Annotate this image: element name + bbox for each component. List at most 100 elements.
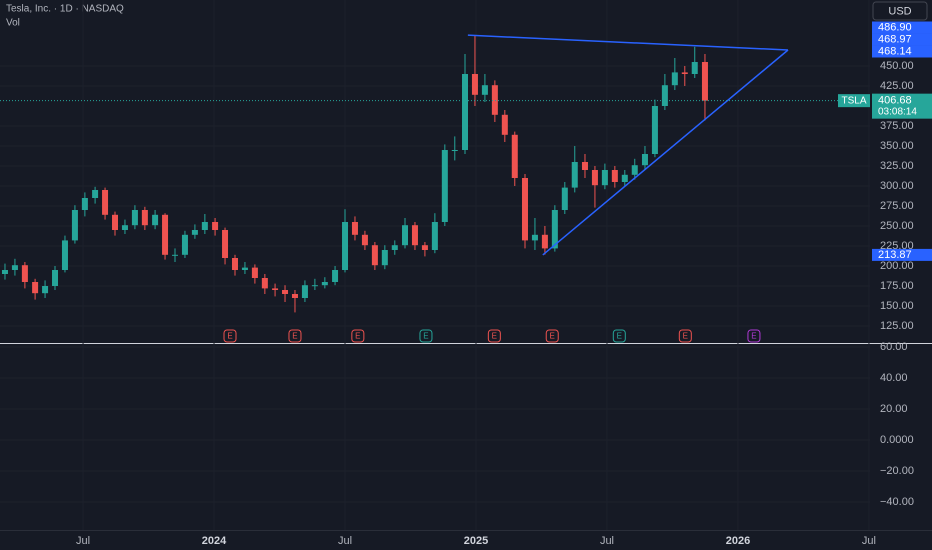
candle-body xyxy=(671,72,678,86)
candle-body xyxy=(1,270,8,274)
candle-body xyxy=(421,245,428,250)
candle-body xyxy=(222,230,229,258)
candle-body xyxy=(342,222,349,270)
candle-body xyxy=(491,85,498,115)
last-price-label: 406.68 xyxy=(878,95,912,107)
y-tick-label: 125.00 xyxy=(880,320,914,332)
volume-label: Vol xyxy=(6,18,20,29)
event-label: E xyxy=(550,332,555,341)
trendline xyxy=(542,49,789,256)
event-label: E xyxy=(227,332,232,341)
event-marker xyxy=(545,329,559,343)
candle-body xyxy=(651,106,658,154)
candle-body xyxy=(291,294,298,298)
price-badge xyxy=(872,21,932,34)
candle-body xyxy=(521,178,528,241)
candle-body xyxy=(81,198,88,210)
event-marker xyxy=(223,329,237,343)
candle-body xyxy=(601,170,608,186)
candles xyxy=(1,35,708,313)
y-tick-label: 300.00 xyxy=(880,180,914,192)
event-label: E xyxy=(683,332,688,341)
candle-body xyxy=(241,267,248,270)
candle-body xyxy=(162,214,169,255)
price-badge-label: 468.97 xyxy=(878,33,912,45)
candle-body xyxy=(71,210,78,241)
candle-body xyxy=(131,210,138,226)
event-marker xyxy=(747,329,761,343)
candle-body xyxy=(321,282,328,286)
y-tick-label: 0.0000 xyxy=(880,434,914,446)
y-tick-label: 425.00 xyxy=(880,80,914,92)
candle-body xyxy=(261,278,268,289)
x-tick-label: 2026 xyxy=(726,535,750,547)
candle-body xyxy=(272,288,279,290)
candle-body xyxy=(61,240,68,270)
price-badge xyxy=(872,45,932,58)
event-marker xyxy=(678,329,692,343)
candle-body xyxy=(311,285,318,287)
candle-body xyxy=(631,165,638,175)
y-tick-label: 275.00 xyxy=(880,200,914,212)
candle-body xyxy=(471,74,478,95)
symbol-badge xyxy=(838,94,870,108)
event-label: E xyxy=(751,332,756,341)
candle-body xyxy=(531,234,538,241)
candle-body xyxy=(541,234,548,249)
symbol-label: TSLA xyxy=(841,95,866,106)
candle-body xyxy=(102,190,109,215)
event-marker xyxy=(487,329,501,343)
candle-body xyxy=(451,150,458,151)
event-label: E xyxy=(423,332,428,341)
event-label: E xyxy=(617,332,622,341)
y-tick-label: 350.00 xyxy=(880,140,914,152)
candle-body xyxy=(191,230,198,235)
event-marker xyxy=(351,329,365,343)
candle-body xyxy=(691,62,698,74)
last-price-badge xyxy=(872,93,932,119)
currency-label: USD xyxy=(888,5,911,17)
event-marker xyxy=(419,329,433,343)
candle-body xyxy=(571,162,578,188)
candle-body xyxy=(511,134,518,178)
candle-body xyxy=(361,234,368,246)
y-tick-label: 450.00 xyxy=(880,60,914,72)
candle-body xyxy=(181,234,188,255)
candle-body xyxy=(381,250,388,266)
candle-body xyxy=(431,222,438,250)
trendline xyxy=(467,34,789,51)
y-tick-label: −20.00 xyxy=(880,465,914,477)
currency-button[interactable] xyxy=(872,1,928,21)
price-badge-label: 486.90 xyxy=(878,21,912,33)
candle-body xyxy=(351,222,358,235)
event-label: E xyxy=(355,332,360,341)
candle-body xyxy=(201,222,208,230)
candle-body xyxy=(121,225,128,230)
candle-body xyxy=(402,225,409,246)
y-tick-label: 200.00 xyxy=(880,260,914,272)
candle-body xyxy=(92,190,99,198)
candle-body xyxy=(501,114,508,135)
candle-body xyxy=(411,225,418,246)
x-tick-label: 2025 xyxy=(464,535,488,547)
price-badge xyxy=(872,33,932,46)
y-tick-label: 150.00 xyxy=(880,300,914,312)
candle-body xyxy=(11,265,18,270)
candle-body xyxy=(112,214,119,230)
candle-body xyxy=(551,210,558,249)
candle-body xyxy=(152,214,159,226)
candle-body xyxy=(641,154,648,166)
candle-body xyxy=(212,222,219,230)
x-tick-label: Jul xyxy=(338,535,352,547)
candle-body xyxy=(282,290,289,294)
y-tick-label: 40.00 xyxy=(880,372,908,384)
candle-body xyxy=(461,74,468,150)
candle-body xyxy=(371,245,378,266)
candle-body xyxy=(301,285,308,298)
candle-body xyxy=(141,210,148,226)
candle-body xyxy=(52,270,59,286)
x-tick-label: Jul xyxy=(862,535,876,547)
chart-title: Tesla, Inc. · 1D · NASDAQ xyxy=(6,4,124,15)
